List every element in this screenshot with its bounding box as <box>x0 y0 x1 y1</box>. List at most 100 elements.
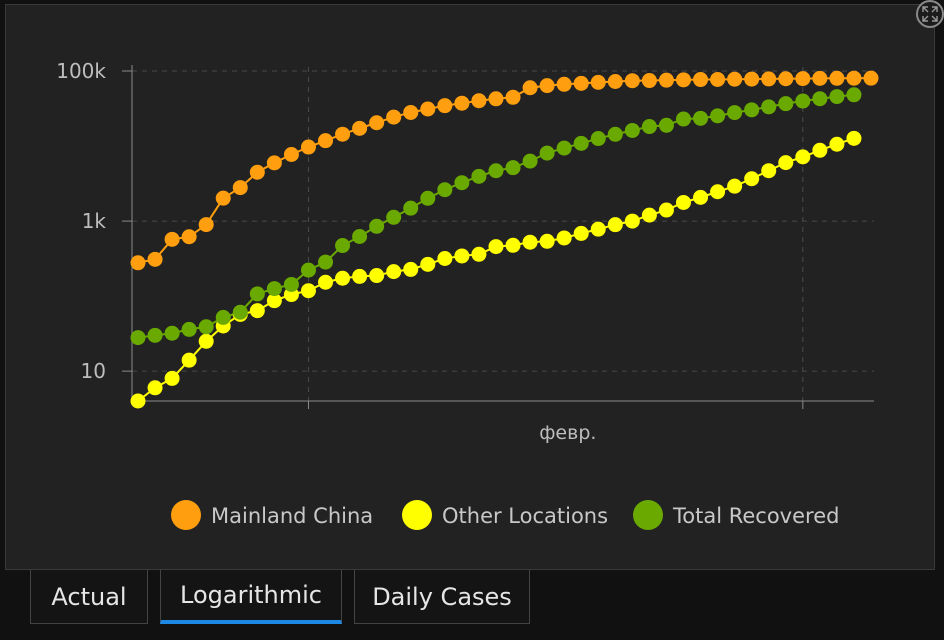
data-point <box>795 93 811 109</box>
data-point <box>420 190 436 206</box>
data-point <box>778 71 794 87</box>
data-point <box>846 130 862 146</box>
tab-daily-cases[interactable]: Daily Cases <box>354 570 530 624</box>
data-point <box>437 98 453 114</box>
data-point <box>761 99 777 115</box>
data-point <box>522 80 538 96</box>
data-point <box>437 251 453 267</box>
data-point <box>658 117 674 133</box>
data-point <box>266 293 282 309</box>
data-point <box>266 155 282 171</box>
data-point <box>675 194 691 210</box>
expand-icon <box>922 6 938 22</box>
data-point <box>318 133 334 149</box>
data-point <box>164 231 180 247</box>
tab-logarithmic[interactable]: Logarithmic <box>160 570 342 624</box>
data-point <box>675 111 691 127</box>
data-point <box>778 155 794 171</box>
data-point <box>761 71 777 87</box>
data-point <box>318 274 334 290</box>
data-point <box>710 184 726 200</box>
data-point <box>369 268 385 284</box>
tab-daily-cases-label: Daily Cases <box>372 582 512 611</box>
chart: 10 1k 100k февр. Mainland China Other Locati… <box>56 59 879 530</box>
data-point <box>590 131 606 147</box>
tab-actual-label: Actual <box>51 582 127 611</box>
expand-button[interactable] <box>916 0 944 28</box>
data-point <box>710 108 726 124</box>
chart-tabs: Actual Logarithmic Daily Cases <box>30 570 542 626</box>
data-point <box>727 105 743 121</box>
data-point <box>727 71 743 87</box>
data-point <box>744 102 760 118</box>
data-point <box>437 182 453 198</box>
data-point <box>352 268 368 284</box>
tab-logarithmic-label: Logarithmic <box>180 581 322 609</box>
series-line <box>137 93 855 339</box>
data-point <box>624 73 640 89</box>
chart-panel: 10 1k 100k февр. Mainland China Other Locati… <box>5 4 935 570</box>
data-point <box>693 110 709 126</box>
data-point <box>641 207 657 223</box>
y-tick-label: 100k <box>56 59 106 83</box>
data-point <box>300 139 316 155</box>
y-tick-label: 1k <box>82 209 107 233</box>
data-point <box>249 164 265 180</box>
data-point <box>249 303 265 319</box>
data-point <box>761 163 777 179</box>
data-point <box>369 115 385 131</box>
data-point <box>658 202 674 218</box>
data-point <box>471 246 487 262</box>
series-line <box>137 77 872 264</box>
data-point <box>607 126 623 142</box>
legend-marker <box>633 500 663 530</box>
data-point <box>556 140 572 156</box>
data-point <box>710 71 726 87</box>
data-point <box>744 171 760 187</box>
data-point <box>283 276 299 292</box>
data-point <box>420 101 436 117</box>
data-point <box>215 309 231 325</box>
data-point <box>369 218 385 234</box>
data-point <box>318 254 334 270</box>
data-point <box>249 286 265 302</box>
data-point <box>778 96 794 112</box>
data-point <box>198 319 214 335</box>
data-point <box>829 136 845 152</box>
data-point <box>556 76 572 92</box>
data-point <box>522 153 538 169</box>
data-point <box>624 213 640 229</box>
data-point <box>420 256 436 272</box>
data-point <box>812 91 828 107</box>
data-point <box>147 251 163 267</box>
data-point <box>471 168 487 184</box>
data-point <box>590 221 606 237</box>
legend-label: Total Recovered <box>672 504 839 528</box>
data-point <box>403 261 419 277</box>
data-point <box>863 70 879 86</box>
legend-label: Mainland China <box>211 504 373 528</box>
data-point <box>300 262 316 278</box>
data-point <box>539 78 555 94</box>
data-point <box>181 229 197 245</box>
data-point <box>232 180 248 196</box>
data-point <box>488 163 504 179</box>
data-point <box>283 147 299 163</box>
data-point <box>130 330 146 346</box>
data-point <box>488 239 504 255</box>
data-point <box>727 178 743 194</box>
data-point <box>198 217 214 233</box>
data-point <box>590 74 606 90</box>
data-point <box>607 217 623 233</box>
data-point <box>829 89 845 105</box>
data-point <box>147 380 163 396</box>
tab-actual[interactable]: Actual <box>30 570 148 624</box>
data-point <box>215 190 231 206</box>
data-point <box>352 120 368 136</box>
data-point <box>454 95 470 111</box>
data-point <box>164 370 180 386</box>
data-point <box>829 70 845 86</box>
data-point <box>454 175 470 191</box>
data-point <box>539 145 555 161</box>
data-point <box>232 304 248 320</box>
